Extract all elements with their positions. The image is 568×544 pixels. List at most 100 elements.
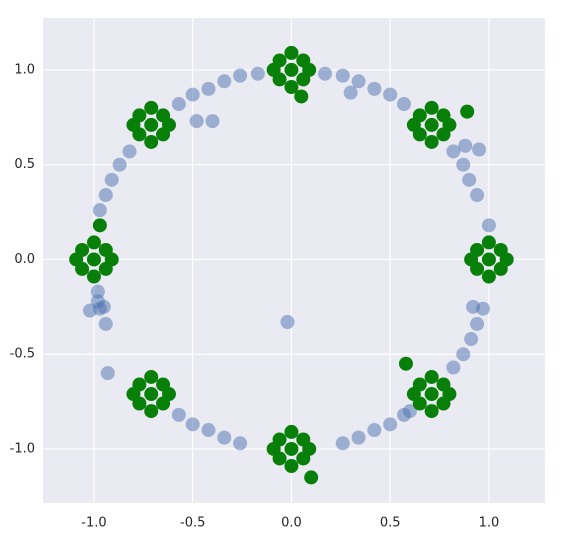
point	[217, 430, 232, 445]
point	[171, 407, 186, 422]
point	[83, 303, 98, 318]
point	[161, 117, 176, 132]
point	[406, 387, 421, 402]
point	[442, 387, 457, 402]
point	[280, 315, 295, 330]
point	[470, 188, 485, 203]
point	[446, 360, 461, 375]
point	[456, 347, 471, 362]
point	[318, 66, 333, 81]
point	[294, 89, 309, 104]
point	[144, 117, 159, 132]
point	[266, 62, 281, 77]
point	[335, 68, 350, 83]
point	[351, 430, 366, 445]
point	[104, 172, 119, 187]
point	[335, 436, 350, 451]
y-tick-label: 1.0	[14, 62, 35, 77]
point	[446, 144, 461, 159]
point	[266, 441, 281, 456]
point	[424, 117, 439, 132]
point	[96, 299, 111, 314]
point	[396, 97, 411, 112]
point	[499, 252, 514, 267]
point	[302, 441, 317, 456]
point	[189, 114, 204, 129]
point	[406, 117, 421, 132]
point	[398, 356, 413, 371]
point	[171, 97, 186, 112]
plot-area	[43, 18, 545, 503]
point	[383, 417, 398, 432]
point	[351, 74, 366, 89]
point	[472, 142, 487, 157]
point	[284, 459, 299, 474]
point	[284, 424, 299, 439]
x-tick-label: 0.0	[281, 516, 302, 531]
point	[185, 417, 200, 432]
y-tick-label: -1.0	[10, 441, 35, 456]
point	[302, 62, 317, 77]
point	[126, 387, 141, 402]
x-tick-label: -1.0	[81, 516, 106, 531]
point	[481, 235, 496, 250]
point	[424, 369, 439, 384]
point	[144, 100, 159, 115]
point	[424, 404, 439, 419]
point	[217, 74, 232, 89]
point	[481, 269, 496, 284]
point	[462, 172, 477, 187]
point	[86, 252, 101, 267]
point	[144, 404, 159, 419]
point	[481, 252, 496, 267]
point	[424, 134, 439, 149]
point	[464, 332, 479, 347]
point	[201, 81, 216, 96]
point	[343, 85, 358, 100]
point	[470, 316, 485, 331]
y-tick-label: 0.0	[14, 252, 35, 267]
point	[205, 114, 220, 129]
point	[284, 441, 299, 456]
point	[112, 157, 127, 172]
point	[161, 387, 176, 402]
point	[442, 117, 457, 132]
y-tick-label: -0.5	[10, 347, 35, 362]
point	[144, 134, 159, 149]
point	[284, 45, 299, 60]
point	[284, 62, 299, 77]
point	[104, 252, 119, 267]
point	[185, 87, 200, 102]
point	[424, 100, 439, 115]
point	[69, 252, 84, 267]
point	[92, 203, 107, 218]
point	[98, 188, 113, 203]
point	[144, 387, 159, 402]
point	[402, 404, 417, 419]
point	[233, 436, 248, 451]
point	[458, 138, 473, 153]
x-tick-label: 1.0	[479, 516, 500, 531]
point	[481, 218, 496, 233]
point	[456, 157, 471, 172]
point	[86, 235, 101, 250]
point	[284, 79, 299, 94]
point	[464, 252, 479, 267]
point	[367, 81, 382, 96]
point	[86, 269, 101, 284]
x-tick-label: -0.5	[180, 516, 205, 531]
point	[424, 387, 439, 402]
point	[383, 87, 398, 102]
point	[92, 218, 107, 233]
point	[367, 423, 382, 438]
point	[304, 470, 319, 485]
y-tick-label: 0.5	[14, 157, 35, 172]
point	[233, 68, 248, 83]
point	[144, 369, 159, 384]
point	[122, 144, 137, 159]
point	[201, 423, 216, 438]
x-tick-label: 0.5	[380, 516, 401, 531]
point	[100, 366, 115, 381]
point	[466, 299, 481, 314]
